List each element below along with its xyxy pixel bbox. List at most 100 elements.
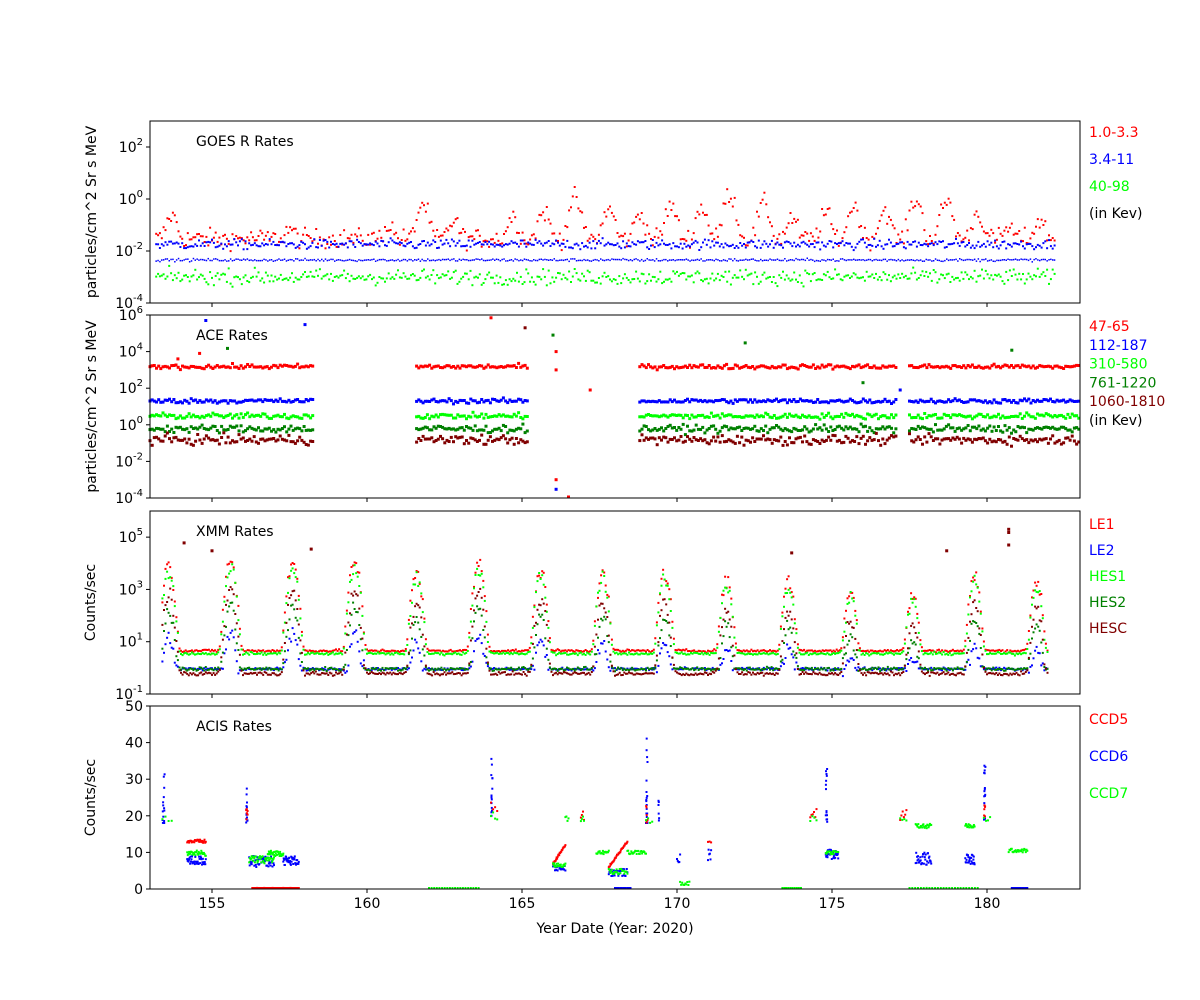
point-series-1 — [1070, 399, 1074, 403]
point-series-0 — [705, 651, 708, 654]
point-series-0 — [309, 237, 312, 239]
point-series-1 — [865, 246, 868, 249]
point-series-0 — [929, 365, 933, 369]
point-series-3 — [168, 264, 171, 267]
point-series-0 — [939, 650, 942, 653]
point-series-2 — [235, 258, 237, 260]
point-series-3 — [400, 276, 403, 279]
point-series-3 — [1077, 427, 1081, 431]
point-series-1 — [634, 667, 637, 670]
point-series-0 — [194, 236, 197, 239]
point-series-0 — [940, 365, 944, 369]
point-series-3 — [266, 274, 269, 277]
point-series-3 — [346, 272, 349, 275]
point-series-3 — [824, 274, 827, 277]
point-series-0 — [733, 626, 736, 629]
point-series-0 — [524, 649, 527, 652]
point-series-2 — [914, 416, 918, 419]
point-series-3 — [642, 273, 645, 276]
point-series-2 — [885, 416, 889, 420]
point-series-2 — [376, 259, 379, 262]
point-series-3 — [949, 426, 953, 430]
point-series-2 — [718, 416, 722, 420]
point-series-1 — [499, 398, 503, 402]
point-series-1 — [482, 243, 485, 246]
point-series-0 — [990, 228, 993, 231]
point-series-0 — [910, 592, 913, 595]
point-series-2 — [888, 259, 890, 261]
point-series-1 — [378, 245, 381, 248]
point-series-0 — [852, 596, 855, 599]
point-series-3 — [754, 271, 757, 274]
point-series-1 — [227, 240, 230, 243]
point-series-3 — [938, 278, 941, 281]
point-series-2 — [274, 414, 278, 418]
point-series-4 — [835, 439, 839, 443]
point-series-0 — [214, 649, 217, 652]
point-series-3 — [649, 429, 653, 433]
point-series-0 — [253, 239, 256, 242]
point-series-1 — [1035, 645, 1038, 648]
point-series-3 — [214, 274, 217, 277]
point-series-0 — [651, 650, 654, 652]
point-series-2 — [229, 258, 232, 260]
point-series-0 — [562, 649, 565, 652]
point-series-2 — [454, 260, 457, 262]
point-series-0 — [172, 364, 176, 367]
point-series-0 — [410, 230, 412, 233]
point-series-0 — [737, 223, 740, 226]
point-series-4 — [289, 440, 293, 444]
point-series-1 — [855, 669, 858, 672]
point-series-2 — [228, 260, 230, 262]
point-series-2 — [910, 259, 913, 261]
point-series-0 — [1034, 581, 1037, 584]
point-series-2 — [746, 414, 750, 418]
point-series-3 — [393, 277, 396, 280]
point-series-0 — [751, 365, 755, 368]
point-series-0 — [916, 612, 919, 615]
point-series-1 — [623, 246, 626, 249]
point-series-3 — [819, 278, 822, 281]
point-series-1 — [709, 399, 713, 403]
point-series-0 — [263, 651, 266, 654]
point-series-4 — [458, 435, 462, 439]
point-series-3 — [914, 271, 917, 274]
point-series-2 — [791, 259, 794, 261]
point-series-2 — [715, 258, 717, 261]
point-series-2 — [834, 260, 836, 262]
point-series-3 — [326, 273, 329, 276]
point-series-0 — [754, 234, 757, 237]
point-series-2 — [559, 259, 561, 261]
point-series-2 — [838, 260, 840, 262]
point-series-1 — [282, 666, 285, 669]
point-series-1 — [338, 668, 341, 671]
point-series-0 — [992, 232, 995, 235]
point-series-0 — [819, 230, 822, 233]
point-series-0 — [542, 571, 545, 574]
point-series-0 — [996, 649, 999, 652]
point-series-1 — [994, 239, 997, 242]
point-series-0 — [857, 363, 861, 367]
point-series-1 — [192, 667, 195, 670]
point-series-0 — [274, 364, 278, 368]
point-series-0 — [536, 220, 539, 223]
point-series-3 — [294, 276, 297, 279]
point-series-1 — [800, 241, 803, 244]
point-series-2 — [639, 260, 641, 262]
point-series-4 — [449, 435, 453, 439]
point-series-2 — [443, 258, 446, 261]
point-series-2 — [523, 414, 527, 418]
point-series-0 — [763, 191, 766, 194]
point-series-1 — [644, 400, 648, 404]
point-series-0 — [441, 234, 444, 237]
point-series-3 — [545, 284, 548, 287]
point-series-0 — [400, 239, 403, 241]
point-series-2 — [361, 259, 364, 262]
point-series-1 — [936, 243, 939, 246]
point-series-0 — [949, 201, 952, 204]
point-series-4 — [178, 438, 182, 442]
point-series-0 — [865, 650, 868, 653]
point-series-4 — [870, 438, 874, 442]
point-series-0 — [347, 591, 350, 594]
